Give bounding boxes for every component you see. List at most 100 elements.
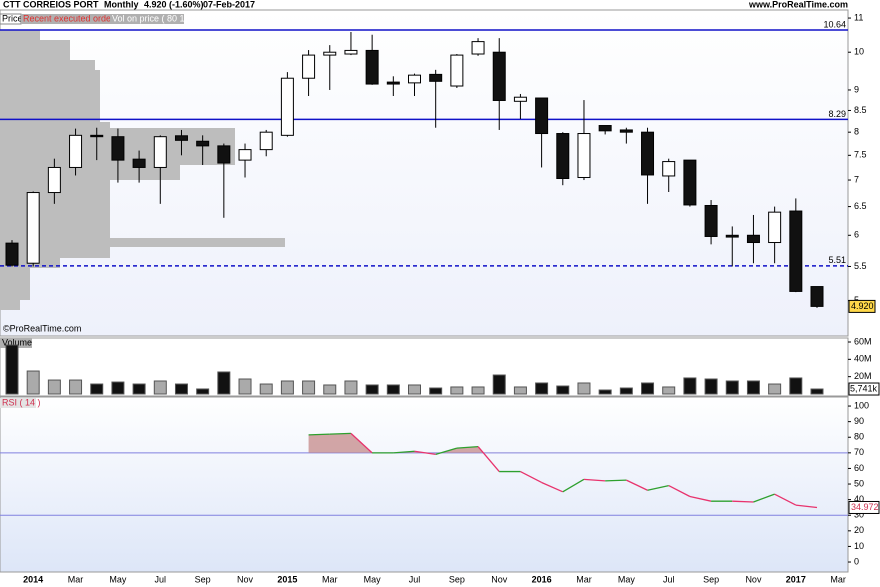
y-tick-label: 100 [854,400,869,410]
volume-bar [704,378,718,395]
header-title: CTT CORREIOS PORT [3,0,99,9]
volume-bar [598,389,612,395]
candle-body [344,49,358,55]
candle-body [153,136,167,168]
rsi-overbought-fill [308,433,484,453]
volume-bar [492,374,506,395]
candle-body [5,242,19,266]
last-volume-label: 5,741k [850,383,878,393]
candle-body [535,97,549,135]
volume-bar [323,384,337,395]
rsi-panel [0,396,849,573]
y-tick-label: 9 [854,84,859,94]
y-tick-label: 70 [854,447,864,457]
candle-body [789,210,803,292]
candle-body [408,74,421,84]
legend-orders: Recent executed orders [23,13,119,23]
legend-vol-on-price: Vol on price ( 80 1) [112,13,188,23]
rsi-segment [668,485,691,498]
x-tick-label: Nov [745,574,762,584]
x-tick-label: Mar [68,574,84,584]
x-tick-label: Jul [155,574,167,584]
volume-bar [196,388,210,395]
x-tick-label: May [364,574,382,584]
candle-body [746,234,760,244]
candle-body [704,204,718,237]
candle-body [471,41,485,55]
rsi-segment [329,432,351,435]
y-tick-label: 8 [854,127,859,137]
x-tick-label: Sep [449,574,465,584]
rsi-title: RSI ( 14 ) [2,397,41,407]
rsi-segment [605,479,627,482]
candle-body [132,158,146,168]
candle-body [556,133,570,180]
y-tick-label: 90 [854,416,864,426]
candle-body [26,192,40,264]
rsi-segment [626,479,648,491]
y-tick-label: 6.5 [854,201,867,211]
volume-bar [238,378,252,395]
volume-bar [535,382,549,395]
x-tick-label: 2015 [277,574,297,584]
volume-bar [513,386,527,395]
x-tick-label: Jul [663,574,675,584]
y-tick-label: 6 [854,230,859,240]
y-tick-label: 0 [854,556,859,566]
volume-bar [450,386,464,395]
volume-bar [386,384,400,395]
volume-bar [111,381,125,395]
y-tick-label: 11 [854,12,863,22]
volume-bar [789,377,803,395]
rsi-segment [393,450,415,454]
volume-bar [577,382,591,395]
volume-bar [471,386,485,395]
legend-box [0,338,32,348]
y-tick-label: 50 [854,478,864,488]
rsi-segment [541,481,564,493]
candle-body [513,96,527,102]
candle-body [810,286,824,307]
rsi-segment [477,446,500,472]
header-period: Monthly [104,0,139,9]
x-tick-label: May [109,574,127,584]
rsi-segment [456,445,479,449]
volume-bar [5,344,19,395]
legend-box [21,14,110,24]
candle-body [386,81,400,85]
y-tick-label: 8.5 [854,105,867,115]
volume-bar [344,380,358,395]
candle-body [641,131,655,176]
candle-body [577,133,591,178]
candle-body [429,73,443,82]
rsi-segment [689,495,712,502]
x-tick-label: Mar [576,574,592,584]
y-tick-label: 60M [854,336,872,346]
volume-title: Volume [2,337,32,347]
y-tick-label: 80 [854,432,864,442]
header-last: 4.920 (-1.60%) [144,0,204,9]
last-price-label: 4.920 [851,301,874,311]
candle-body [725,234,739,238]
x-tick-label: 2014 [23,574,43,584]
rsi-segment [435,447,458,456]
y-tick-label: 40M [854,354,872,364]
candle-body [69,134,83,168]
x-tick-label: Nov [491,574,508,584]
volume-bar [69,379,83,395]
x-tick-label: Nov [237,574,254,584]
candle-body [174,135,188,141]
header-site: www.ProRealTime.com [748,0,848,9]
candle-body [90,134,104,138]
candle-body [619,129,633,133]
volume-bar [725,380,739,395]
last-volume-box [848,382,880,396]
candle-body [302,54,316,79]
candle-body [47,166,61,194]
x-tick-label: 2016 [532,574,552,584]
legend-box [110,14,184,24]
volume-bar [280,380,294,395]
candle-body [111,136,125,161]
volume-bar [174,383,188,395]
volume-bar [746,380,760,395]
